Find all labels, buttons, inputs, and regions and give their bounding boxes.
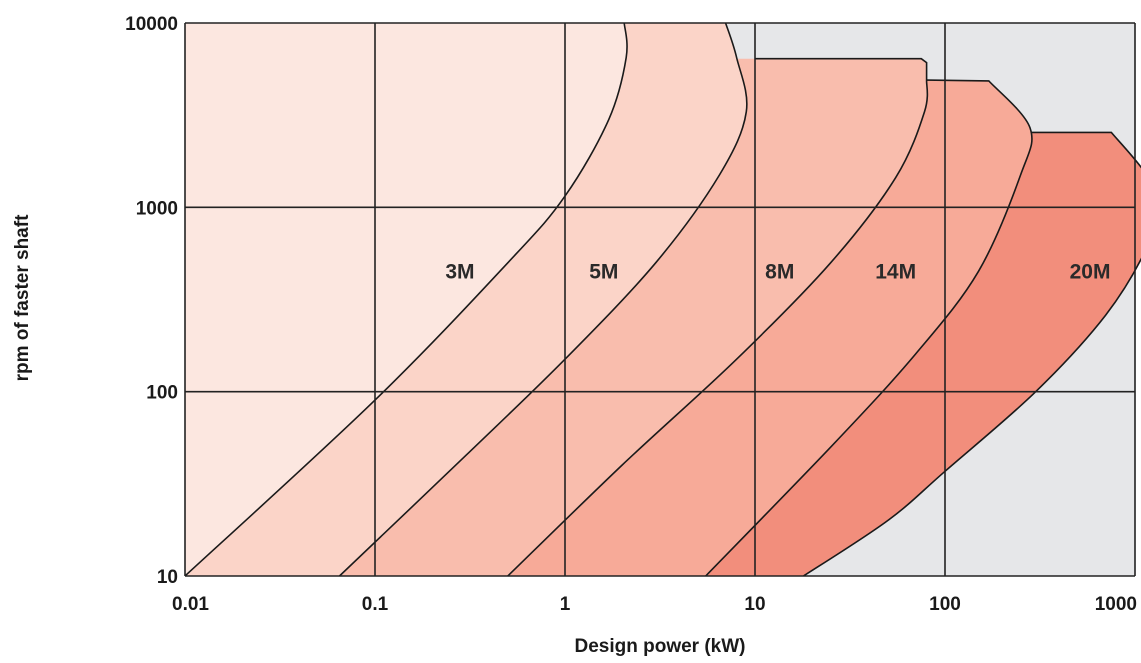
x-tick-label: 1000: [1095, 594, 1137, 615]
region-3m: [185, 23, 628, 576]
x-tick-labels: 0.01 0.1 1 10 100 1000: [172, 594, 1137, 615]
y-tick-labels: 10 100 1000 10000: [125, 14, 178, 588]
region-label-8m: 8M: [765, 260, 794, 283]
boundary-8m: [507, 57, 929, 577]
x-tick-label: 10: [744, 594, 765, 615]
y-tick-label: 10: [157, 567, 178, 588]
x-tick-label: 1: [560, 594, 571, 615]
y-tick-label: 100: [146, 383, 178, 404]
region-labels: 3M 5M 8M 14M 20M: [445, 260, 1110, 283]
regions: [184, 22, 1141, 577]
x-tick-label: 0.01: [172, 594, 209, 615]
y-axis-label: rpm of faster shaft: [12, 214, 33, 381]
region-label-14m: 14M: [875, 260, 916, 283]
boundary-20m: [803, 131, 1141, 577]
region-label-20m: 20M: [1070, 260, 1111, 283]
x-axis-label: Design power (kW): [574, 636, 745, 657]
y-tick-label: 10000: [125, 14, 178, 35]
x-tick-label: 100: [929, 594, 961, 615]
x-tick-label: 0.1: [362, 594, 389, 615]
region-label-5m: 5M: [589, 260, 618, 283]
boundary-5m: [338, 22, 748, 577]
boundary-14m: [705, 79, 1033, 577]
region-label-3m: 3M: [445, 260, 474, 283]
grid-lines: [184, 22, 1136, 577]
y-tick-label: 1000: [136, 198, 178, 219]
boundary-3m: [184, 22, 628, 577]
